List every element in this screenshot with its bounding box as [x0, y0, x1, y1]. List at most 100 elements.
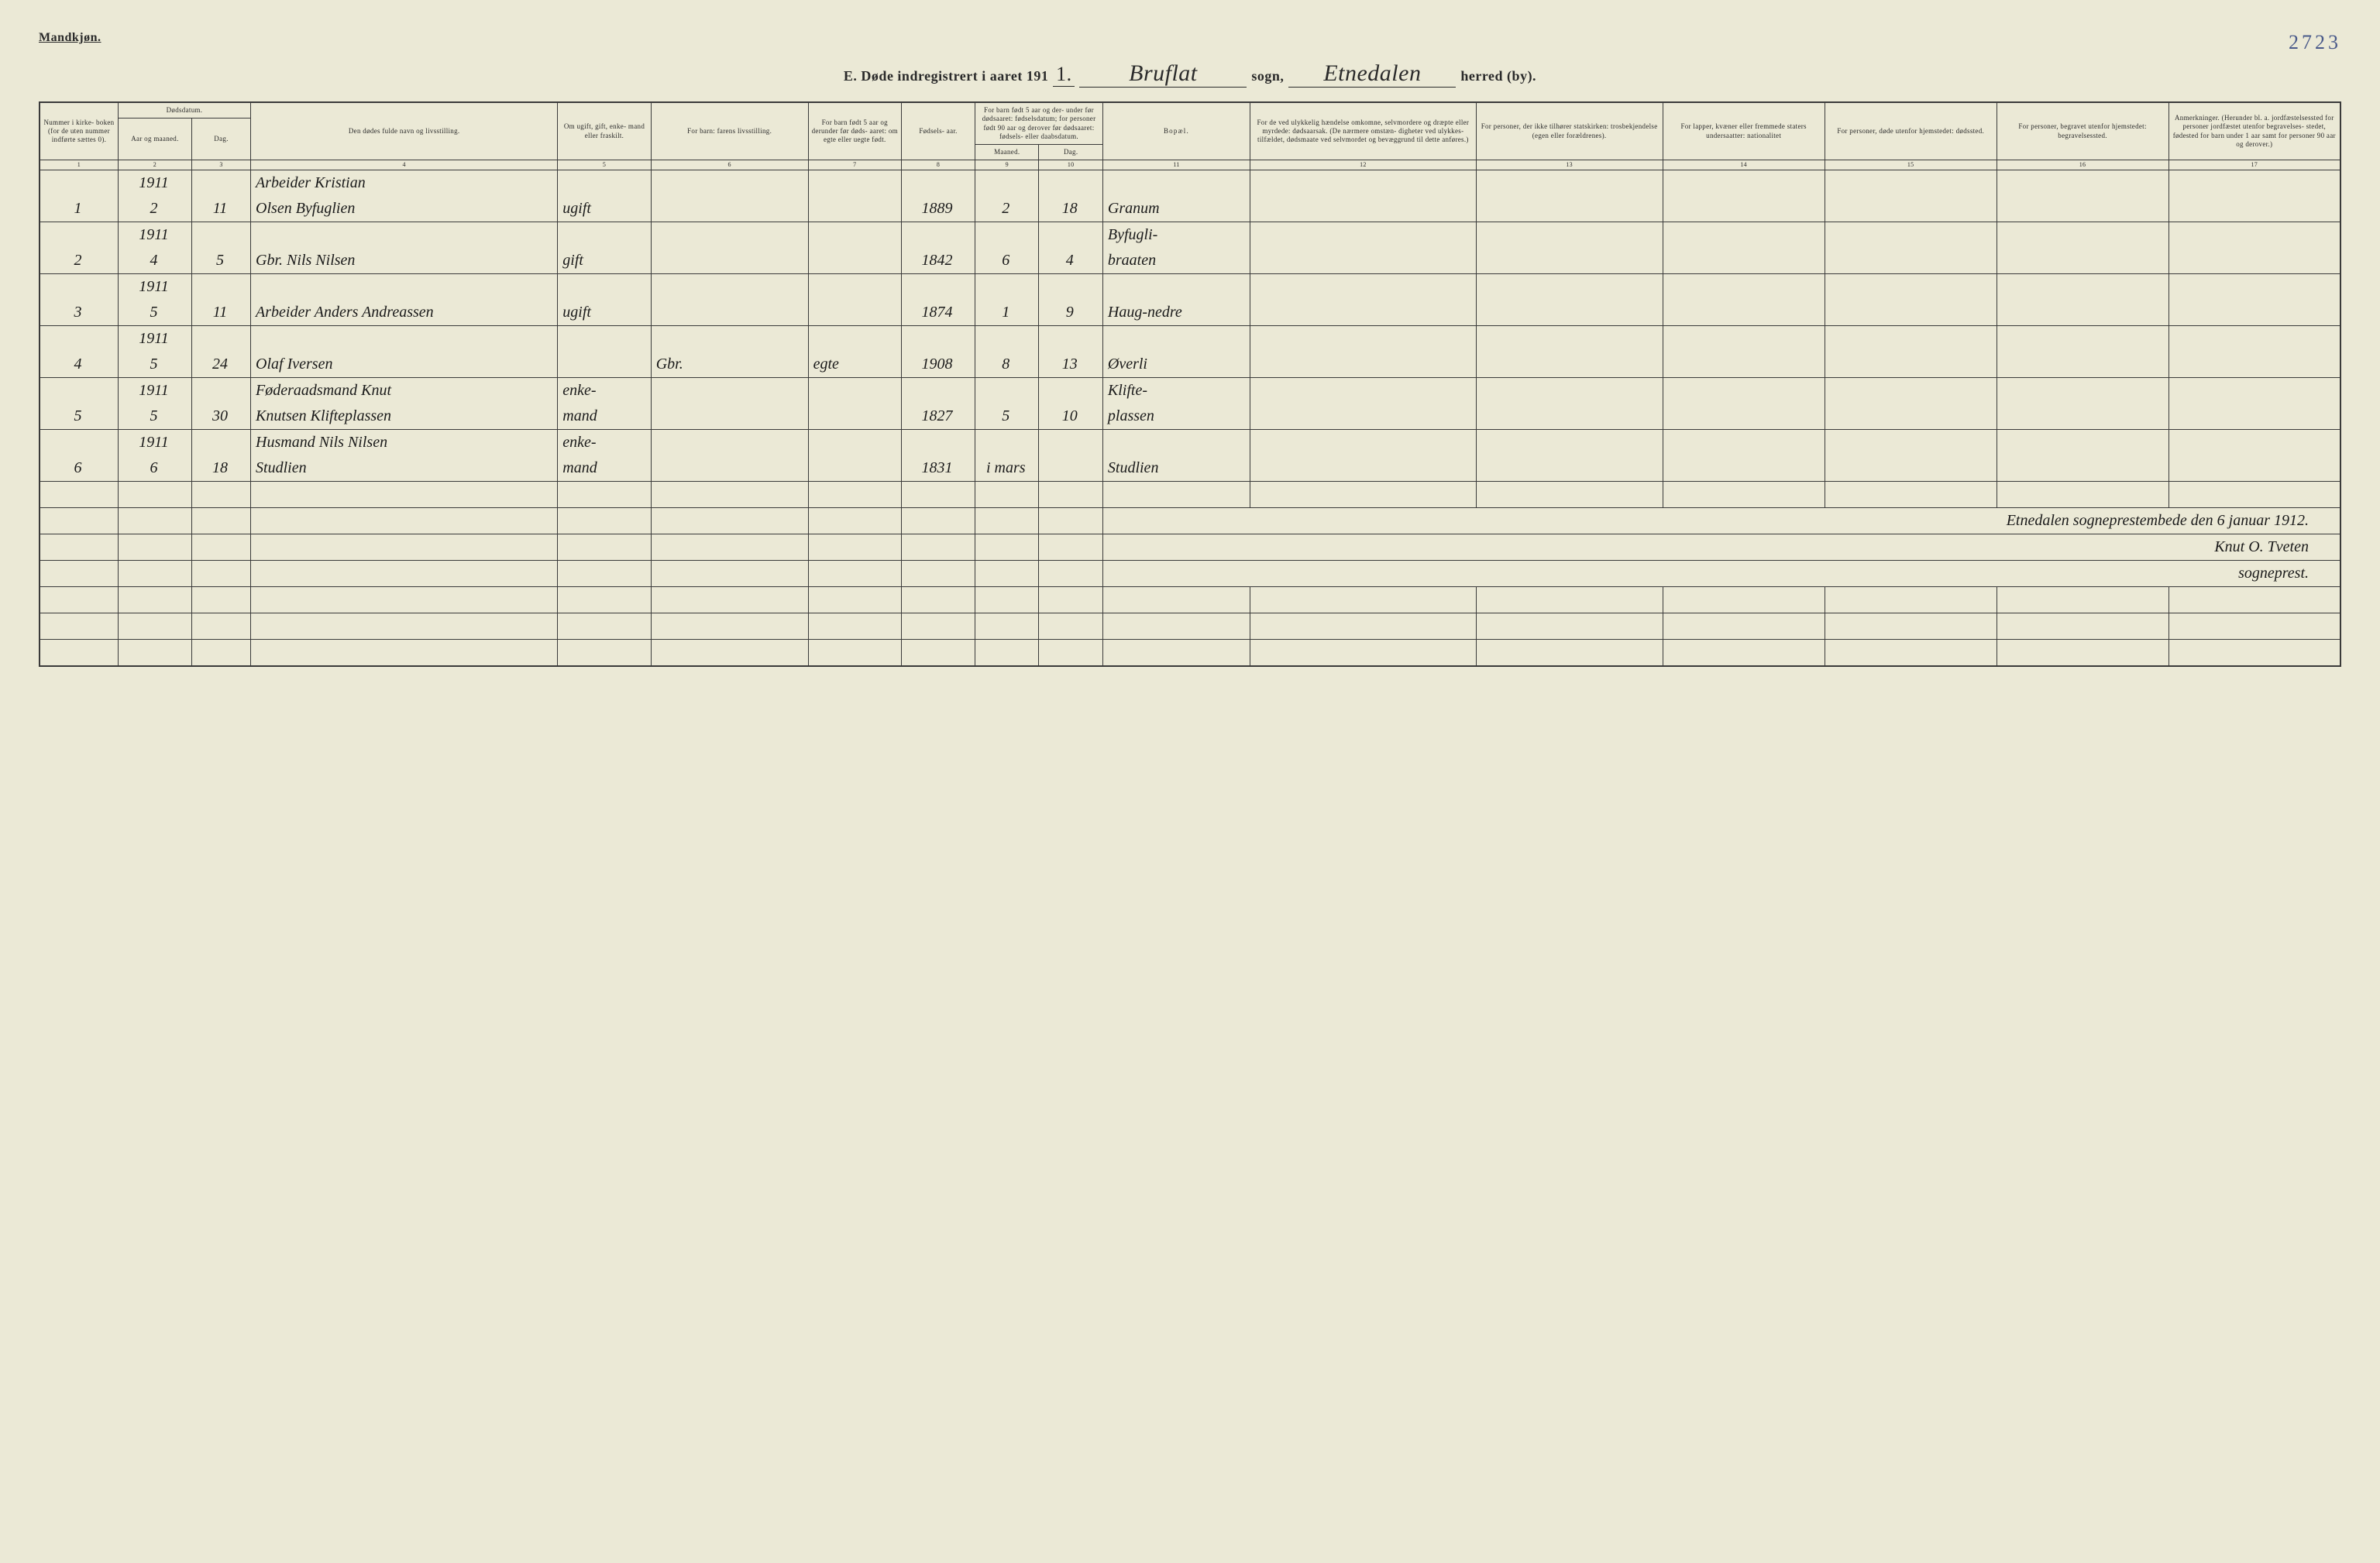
cell [118, 587, 191, 613]
cell [1663, 404, 1825, 430]
cell: Granum [1102, 196, 1250, 222]
cell: plassen [1102, 404, 1250, 430]
cell: 6 [975, 248, 1039, 274]
cell: Gbr. [651, 352, 808, 378]
cell: Føderaadsmand Knut [251, 378, 558, 404]
cell: 5 [192, 248, 251, 274]
cell [975, 222, 1039, 249]
cell: 18 [1039, 196, 1102, 222]
cell [1102, 326, 1250, 352]
cell [975, 378, 1039, 404]
cell [192, 640, 251, 667]
title-prefix: E. Døde indregistrert i aaret 191 [844, 68, 1048, 84]
cell [558, 587, 651, 613]
table-row: 4524Olaf IversenGbr.egte1908813Øverli [40, 352, 2340, 378]
signature-line-2: Knut O. Tveten [1102, 534, 2340, 561]
cell: 11 [192, 300, 251, 326]
cell [1663, 640, 1825, 667]
cell [808, 170, 901, 197]
cell [975, 508, 1039, 534]
cell [902, 508, 975, 534]
cell [1250, 196, 1477, 222]
cell [1663, 455, 1825, 482]
table-header: Nummer i kirke- boken (for de uten numme… [40, 102, 2340, 170]
cell [902, 534, 975, 561]
cell [1039, 613, 1102, 640]
cell [1997, 455, 2168, 482]
cell: 24 [192, 352, 251, 378]
cell [902, 222, 975, 249]
herred-label: herred (by). [1460, 68, 1536, 84]
cell: Klifte- [1102, 378, 1250, 404]
cell [1825, 300, 1997, 326]
cell [1476, 274, 1663, 301]
cell [192, 430, 251, 456]
year-suffix: 1. [1053, 63, 1075, 87]
cell [1997, 613, 2168, 640]
cell [1250, 170, 1477, 197]
cell: 5 [975, 404, 1039, 430]
cell: braaten [1102, 248, 1250, 274]
cell [40, 613, 118, 640]
cell [1476, 300, 1663, 326]
cell [1039, 455, 1102, 482]
top-row: Mandkjøn. 2723 [39, 31, 2341, 54]
cell: i mars [975, 455, 1039, 482]
cell [1997, 196, 2168, 222]
cell: 1 [40, 196, 118, 222]
table-body: 1911Arbeider Kristian1211Olsen Byfuglien… [40, 170, 2340, 667]
cell: ugift [558, 196, 651, 222]
cell [558, 534, 651, 561]
cell [651, 222, 808, 249]
cell [1476, 640, 1663, 667]
cell [558, 274, 651, 301]
cell [651, 196, 808, 222]
col-7-header: For barn født 5 aar og derunder før døds… [808, 102, 901, 160]
cell: 2 [118, 196, 191, 222]
cell [1825, 640, 1997, 667]
cell [251, 508, 558, 534]
cell [975, 326, 1039, 352]
cell: enke- [558, 378, 651, 404]
cell [808, 326, 901, 352]
colnum: 16 [1997, 160, 2168, 170]
cell: Studlien [251, 455, 558, 482]
cell: 10 [1039, 404, 1102, 430]
cell [651, 613, 808, 640]
cell [1825, 404, 1997, 430]
cell: Husmand Nils Nilsen [251, 430, 558, 456]
cell [1997, 222, 2168, 249]
cell [1102, 613, 1250, 640]
cell [1997, 274, 2168, 301]
cell [1250, 587, 1477, 613]
col-1-header: Nummer i kirke- boken (for de uten numme… [40, 102, 118, 160]
cell: 1908 [902, 352, 975, 378]
cell [1039, 274, 1102, 301]
cell [1997, 378, 2168, 404]
cell [1663, 587, 1825, 613]
colnum: 15 [1825, 160, 1997, 170]
cell [2168, 222, 2340, 249]
col-9-10-header: For barn født 5 aar og der- under før dø… [975, 102, 1103, 145]
cell [651, 482, 808, 508]
cell [2168, 248, 2340, 274]
cell [118, 561, 191, 587]
cell [192, 613, 251, 640]
colnum: 14 [1663, 160, 1825, 170]
cell: 1842 [902, 248, 975, 274]
cell [1825, 222, 1997, 249]
cell [1476, 196, 1663, 222]
cell: Olsen Byfuglien [251, 196, 558, 222]
cell [1825, 196, 1997, 222]
cell [192, 508, 251, 534]
col-2-header: Aar og maaned. [118, 119, 191, 160]
cell [2168, 587, 2340, 613]
cell [808, 508, 901, 534]
table-row [40, 613, 2340, 640]
cell [558, 640, 651, 667]
cell: ugift [558, 300, 651, 326]
cell [808, 196, 901, 222]
cell [192, 222, 251, 249]
cell: Arbeider Kristian [251, 170, 558, 197]
sogn-value: Bruflat [1079, 60, 1247, 88]
